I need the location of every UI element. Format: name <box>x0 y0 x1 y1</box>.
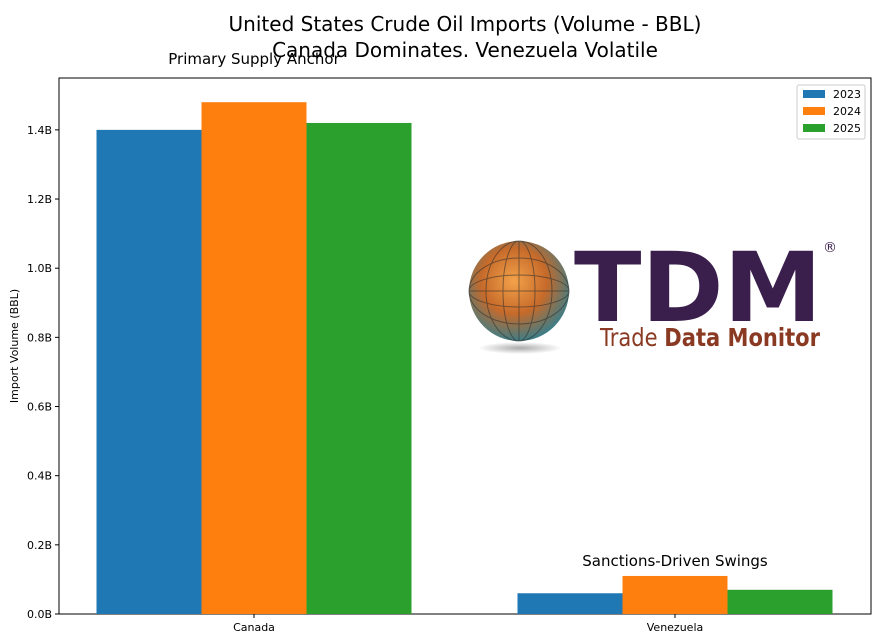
tagline-light: Trade <box>599 323 664 352</box>
x-tick-label: Canada <box>233 621 275 634</box>
bar-canada-2025 <box>306 122 412 615</box>
legend-label-2023: 2023 <box>833 88 861 101</box>
tdm-logo: TDM ® Trade Data Monitor <box>468 232 837 354</box>
globe-shadow <box>478 342 562 354</box>
annotation: Primary Supply Anchor <box>168 50 340 68</box>
legend-label-2024: 2024 <box>833 105 861 118</box>
chart-title-line-1: United States Crude Oil Imports (Volume … <box>229 12 702 36</box>
y-axis: 0.0B 0.2B 0.4B 0.6B 0.8B 1.0B 1.2B 1.4B <box>27 124 59 621</box>
annotation: Sanctions-Driven Swings <box>582 552 768 570</box>
globe-pattern <box>468 240 570 342</box>
y-tick-label: 0.8B <box>27 331 52 344</box>
bar-venezuela-2023 <box>517 593 623 614</box>
chart-title-line-2: Canada Dominates. Venezuela Volatile <box>272 38 658 62</box>
plot-area <box>58 77 872 615</box>
annotations-layer: Primary Supply Anchor Sanctions-Driven Sw… <box>168 50 768 570</box>
bar-venezuela-2024 <box>622 575 728 614</box>
legend-swatch-2024 <box>803 107 825 115</box>
legend-swatch-2023 <box>803 90 825 98</box>
legend: 2023 2024 2025 <box>796 84 866 140</box>
bars-layer <box>96 102 833 615</box>
y-tick-label: 1.4B <box>27 124 52 137</box>
legend-label-2025: 2025 <box>833 122 861 135</box>
x-axis: Canada Venezuela <box>233 614 703 634</box>
y-tick-label: 0.4B <box>27 470 52 483</box>
y-tick-label: 0.2B <box>27 539 52 552</box>
bar-canada-2024 <box>201 102 307 614</box>
y-tick-label: 1.2B <box>27 193 52 206</box>
y-tick-label: 0.6B <box>27 401 52 414</box>
y-tick-label: 0.0B <box>27 608 52 621</box>
legend-swatch-2025 <box>803 124 825 132</box>
registered-mark: ® <box>823 240 837 256</box>
bar-venezuela-2025 <box>727 589 833 614</box>
bar-canada-2023 <box>96 129 202 614</box>
y-tick-label: 1.0B <box>27 262 52 275</box>
y-axis-label: Import Volume (BBL) <box>8 289 21 403</box>
x-tick-label: Venezuela <box>647 621 704 634</box>
tagline-bold: Data Monitor <box>664 323 820 352</box>
tdm-wordmark: TDM <box>574 232 822 344</box>
tdm-tagline: Trade Data Monitor <box>599 323 820 352</box>
